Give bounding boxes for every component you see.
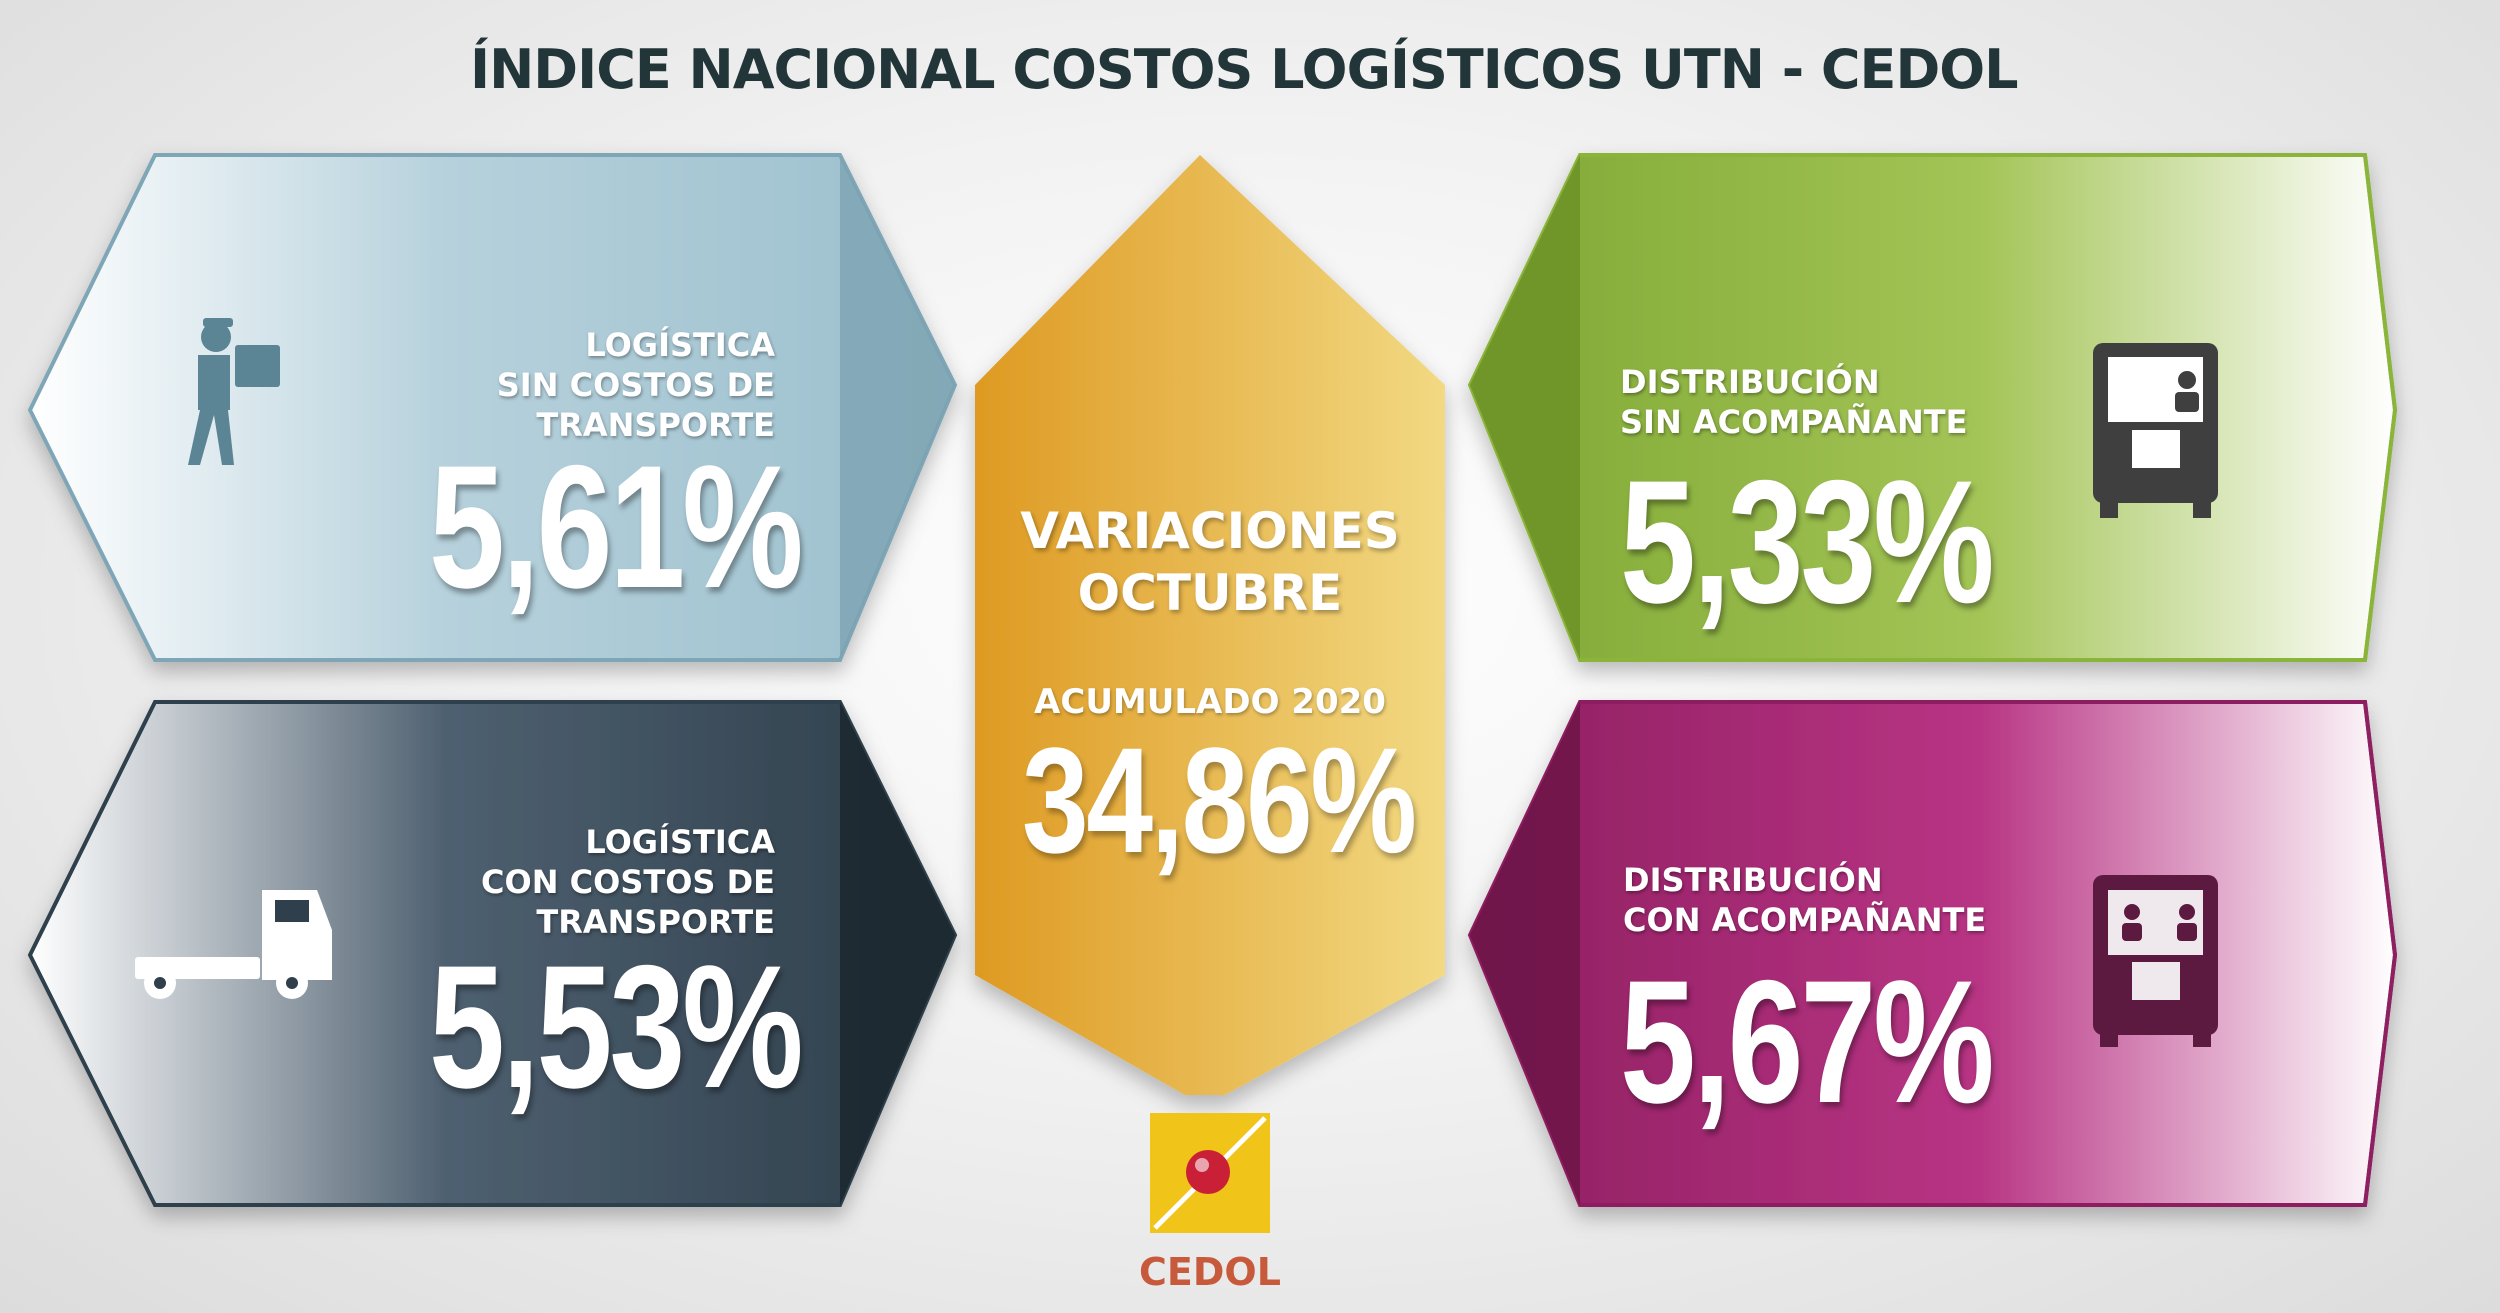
- panel-bottom-left-label: LOGÍSTICA CON COSTOS DE TRANSPORTE: [481, 823, 775, 941]
- bus-two-persons-icon: [2093, 875, 2218, 1047]
- cedol-logo-mark: [1150, 1113, 1270, 1233]
- panel-top-left-value: 5,61%: [429, 430, 804, 625]
- panel-top-left-label: LOGÍSTICA SIN COSTOS DE TRANSPORTE: [496, 326, 775, 444]
- panel-top-right-label: DISTRIBUCIÓN SIN ACOMPAÑANTE: [1620, 363, 1968, 441]
- delivery-person-icon: [188, 318, 280, 465]
- center-subtitle: ACUMULADO 2020: [1034, 682, 1386, 722]
- panel-bottom-left-value: 5,53%: [429, 930, 804, 1125]
- bus-one-driver-icon: [2093, 343, 2218, 518]
- panel-top-right-value: 5,33%: [1620, 445, 1995, 640]
- truck-icon: [135, 890, 332, 999]
- center-value: 34,86%: [1022, 716, 1417, 884]
- panel-bottom-right-value: 5,67%: [1620, 945, 1995, 1140]
- center-hexagon: [975, 155, 1445, 1095]
- panel-bottom-right-label: DISTRIBUCIÓN CON ACOMPAÑANTE: [1623, 861, 1987, 939]
- page-title: ÍNDICE NACIONAL COSTOS LOGÍSTICOS UTN - …: [470, 38, 2019, 101]
- center-title: VARIACIONES OCTUBRE: [1020, 502, 1400, 622]
- cedol-logo-text: CEDOL: [1139, 1250, 1281, 1294]
